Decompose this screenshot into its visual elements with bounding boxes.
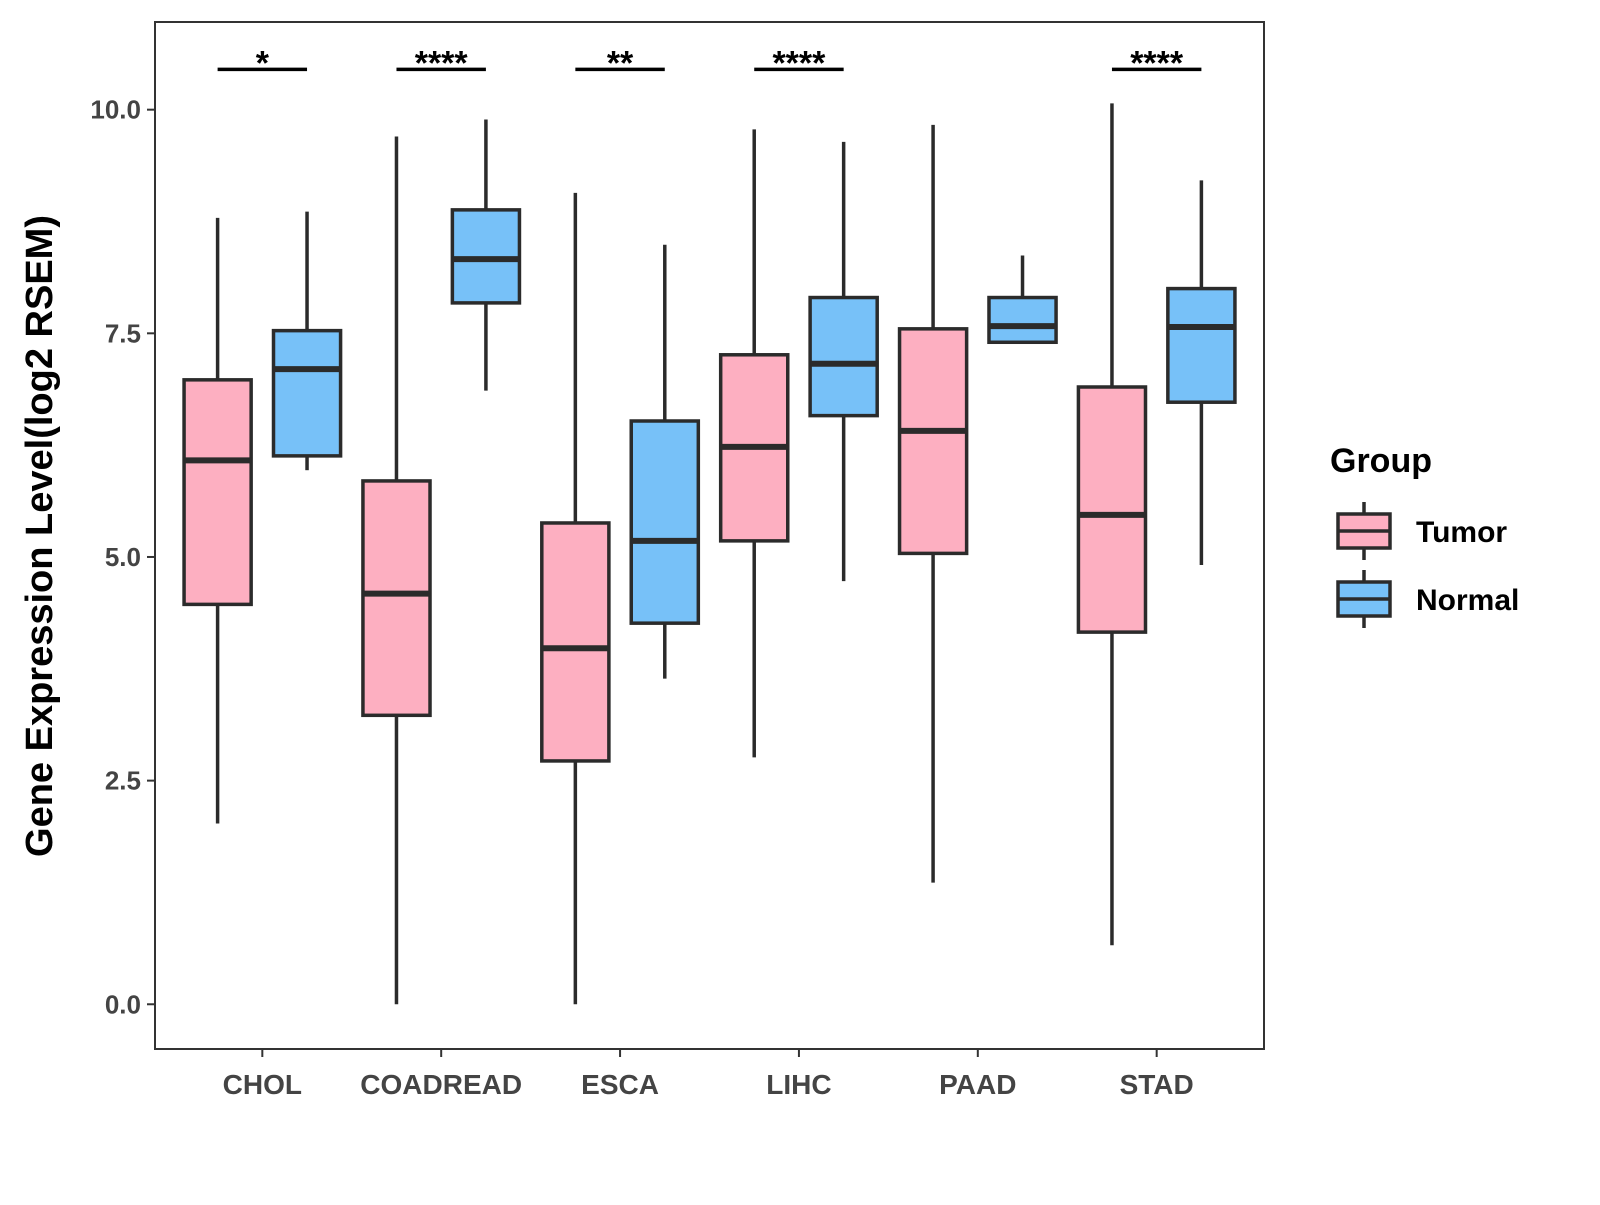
box-iqr — [271, 328, 343, 458]
legend-title: Group — [1330, 442, 1432, 480]
legend: Group Tumor Normal — [1330, 442, 1519, 628]
box-tumor-lihc — [718, 129, 790, 758]
x-tick-label: CHOL — [223, 1069, 302, 1100]
box-tumor-paad — [897, 124, 969, 883]
legend-item-normal: Normal — [1336, 570, 1519, 628]
box-normal-stad — [1166, 180, 1237, 566]
box-tumor-chol — [182, 217, 253, 824]
y-tick-label: 5.0 — [105, 542, 141, 572]
panel-border — [154, 21, 1265, 1050]
box-normal-coadread — [450, 119, 522, 391]
x-tick-label: STAD — [1120, 1069, 1194, 1100]
y-tick-label: 7.5 — [105, 318, 141, 348]
legend-label: Tumor — [1416, 516, 1507, 549]
box-iqr — [1166, 286, 1237, 404]
box-tumor-esca — [540, 192, 611, 1005]
box-iqr — [629, 419, 701, 625]
significance-label: **** — [772, 44, 826, 82]
box-normal-lihc — [808, 141, 879, 582]
box-iqr — [361, 479, 432, 718]
x-tick-label: LIHC — [766, 1069, 831, 1100]
x-tick-label: COADREAD — [360, 1069, 522, 1100]
box-iqr — [897, 327, 969, 556]
box-normal-esca — [629, 244, 701, 679]
box-iqr — [1076, 385, 1148, 634]
significance-label: **** — [415, 44, 469, 82]
legend-item-tumor: Tumor — [1336, 502, 1507, 560]
significance-label: **** — [1130, 44, 1184, 82]
y-tick-label: 10.0 — [90, 95, 141, 125]
significance-label: * — [256, 44, 270, 82]
box-tumor-stad — [1076, 103, 1148, 946]
box-iqr — [808, 295, 879, 418]
y-tick-label: 2.5 — [105, 766, 141, 796]
box-iqr — [987, 295, 1058, 345]
box-iqr — [182, 378, 253, 607]
box-iqr — [540, 521, 611, 763]
box-normal-chol — [271, 211, 343, 471]
significance-label: ** — [607, 44, 634, 82]
legend-label: Normal — [1416, 584, 1519, 617]
y-tick-label: 0.0 — [105, 989, 141, 1019]
y-axis-label: Gene Expression Level(log2 RSEM) — [19, 215, 61, 857]
x-tick-label: PAAD — [939, 1069, 1016, 1100]
x-tick-label: ESCA — [581, 1069, 659, 1100]
box-normal-paad — [987, 255, 1058, 345]
box-tumor-coadread — [361, 136, 432, 1005]
